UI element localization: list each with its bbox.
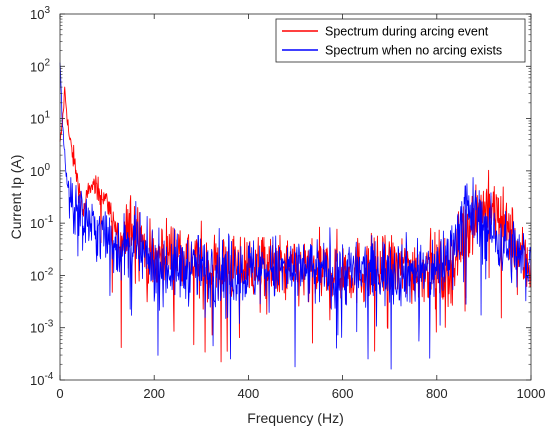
y-tick-label: 10-3 — [30, 319, 54, 336]
x-tick-label: 0 — [56, 386, 63, 401]
legend-box — [275, 18, 526, 63]
y-tick-label: 102 — [30, 57, 50, 74]
y-tick-label: 10-2 — [30, 266, 54, 283]
plot-frame — [59, 13, 532, 381]
legend-label-no-arcing: Spectrum when no arcing exists — [325, 44, 502, 58]
ticks-layer: 0 200 400 600 800 1000 10-4 10-3 10-2 10-1 100 101 1… — [30, 5, 545, 401]
x-tick-label: 200 — [143, 386, 165, 401]
series-layer — [59, 62, 532, 370]
y-axis-title: Current Ip (A) — [8, 155, 24, 240]
y-tick-label: 100 — [30, 162, 50, 179]
x-tick-label: 800 — [426, 386, 448, 401]
legend: Spectrum during arcing event Spectrum wh… — [275, 18, 526, 63]
legend-label-arcing: Spectrum during arcing event — [325, 25, 489, 39]
y-tick-label: 103 — [30, 5, 50, 22]
y-tick-label: 10-1 — [30, 214, 54, 231]
x-tick-label: 600 — [332, 386, 354, 401]
x-tick-label: 400 — [238, 386, 260, 401]
x-axis-title: Frequency (Hz) — [247, 410, 343, 426]
y-tick-label: 101 — [30, 110, 50, 127]
y-tick-label: 10-4 — [30, 371, 54, 388]
x-tick-label: 1000 — [517, 386, 546, 401]
series-line-no-arcing — [59, 62, 532, 370]
